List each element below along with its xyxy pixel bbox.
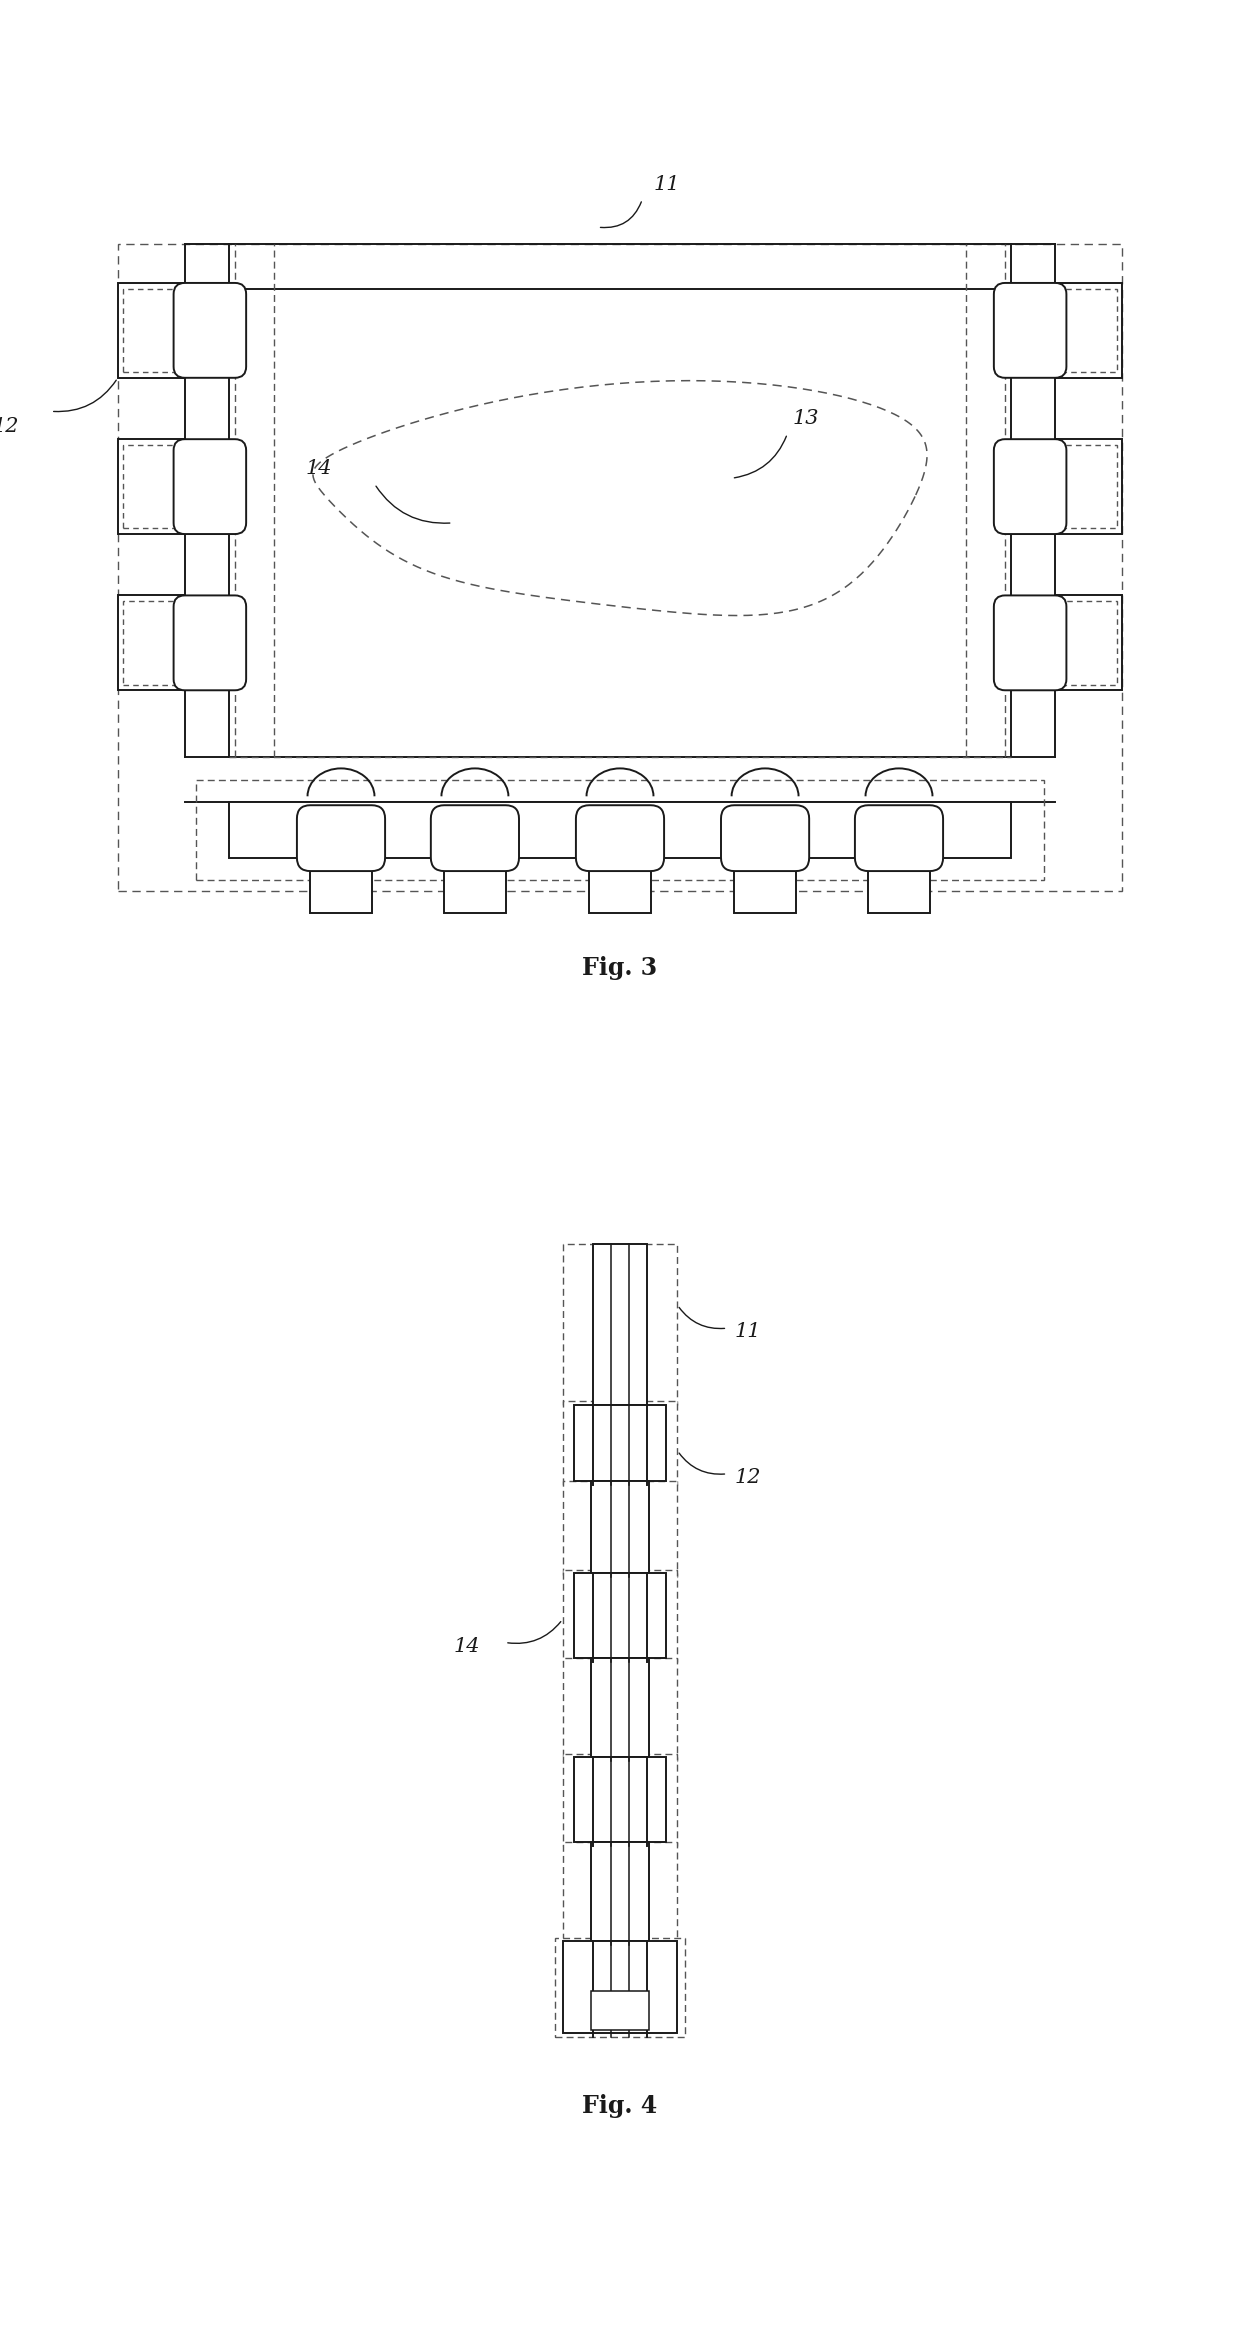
Text: 14: 14	[454, 1638, 480, 1656]
Bar	[310, 859, 372, 915]
FancyBboxPatch shape	[994, 282, 1066, 378]
Bar	[563, 1481, 677, 1577]
Bar	[563, 1754, 677, 1845]
Bar	[1055, 439, 1122, 534]
Bar	[589, 859, 651, 915]
Bar	[563, 1659, 677, 1761]
Bar	[124, 289, 180, 373]
Bar	[1055, 595, 1122, 691]
Bar	[563, 1841, 677, 1946]
Bar	[574, 1572, 666, 1659]
Bar	[563, 1400, 677, 1486]
Bar	[1061, 602, 1117, 684]
Bar	[124, 602, 180, 684]
Bar	[196, 779, 1044, 880]
Bar	[118, 245, 1122, 891]
FancyBboxPatch shape	[430, 805, 520, 870]
Bar	[591, 1992, 649, 2030]
FancyBboxPatch shape	[575, 805, 665, 870]
Bar	[1061, 289, 1117, 373]
FancyBboxPatch shape	[174, 595, 246, 691]
Text: 12: 12	[0, 418, 20, 436]
FancyBboxPatch shape	[296, 805, 386, 870]
Text: 14: 14	[305, 460, 332, 478]
Bar	[1061, 446, 1117, 530]
Bar	[868, 859, 930, 915]
FancyBboxPatch shape	[174, 282, 246, 378]
FancyBboxPatch shape	[994, 439, 1066, 534]
Bar	[118, 282, 185, 378]
FancyBboxPatch shape	[174, 439, 246, 534]
Bar	[591, 1481, 649, 1572]
Text: Fig. 3: Fig. 3	[583, 957, 657, 980]
Bar	[229, 803, 1011, 859]
FancyBboxPatch shape	[994, 595, 1066, 691]
Bar	[563, 1243, 677, 1404]
Bar	[563, 1570, 677, 1661]
Text: Fig. 4: Fig. 4	[583, 2093, 657, 2118]
Bar	[593, 1243, 647, 1404]
FancyBboxPatch shape	[720, 805, 810, 870]
Bar	[563, 1941, 677, 2034]
Bar	[444, 859, 506, 915]
Bar	[574, 1757, 666, 1841]
Text: 12: 12	[735, 1467, 761, 1486]
Bar	[591, 1841, 649, 1941]
Bar	[118, 595, 185, 691]
Text: 11: 11	[653, 175, 680, 194]
Bar	[124, 446, 180, 530]
FancyBboxPatch shape	[854, 805, 944, 870]
Bar	[734, 859, 796, 915]
Bar	[554, 1936, 686, 2037]
Bar	[591, 1659, 649, 1757]
Bar	[118, 439, 185, 534]
Bar	[1055, 282, 1122, 378]
Text: 11: 11	[735, 1323, 761, 1341]
Bar	[574, 1404, 666, 1481]
Text: 13: 13	[794, 408, 820, 427]
